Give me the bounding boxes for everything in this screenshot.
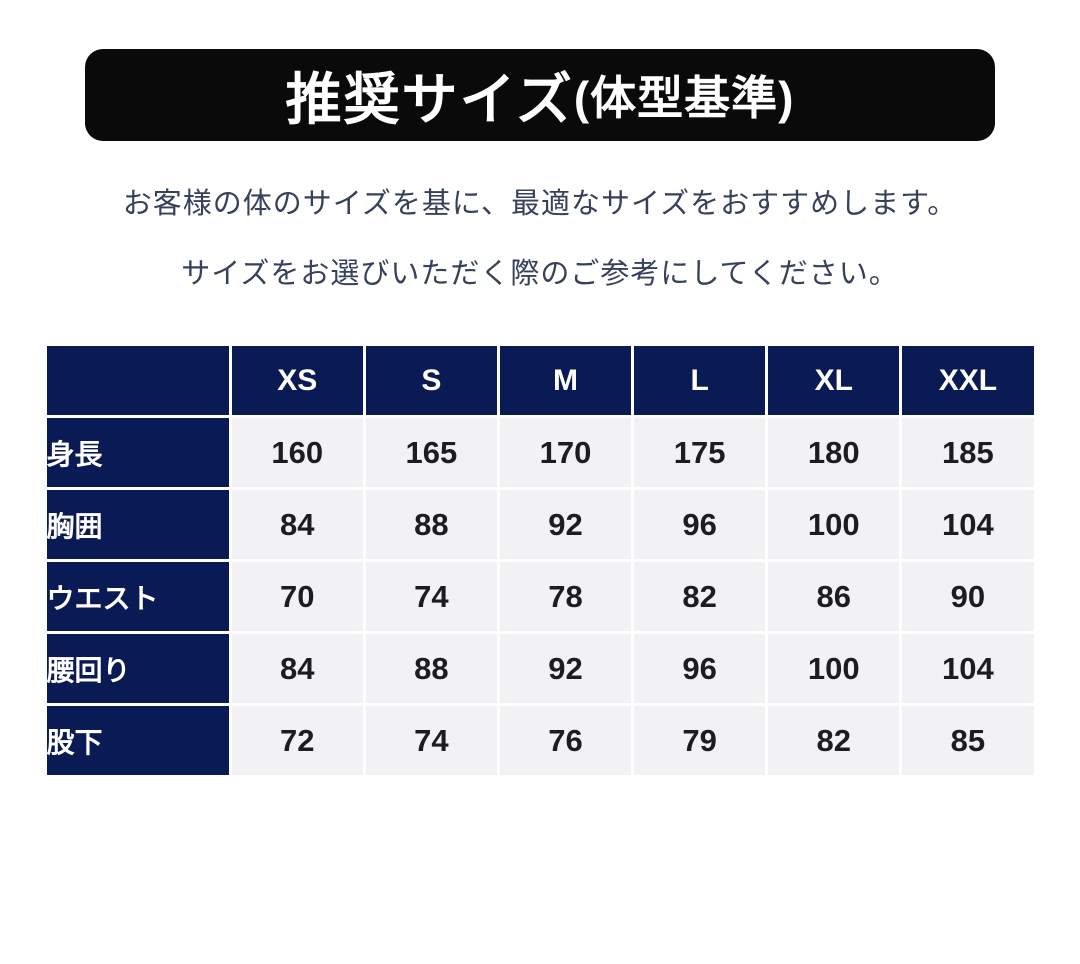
table-cell: 165 <box>365 418 497 487</box>
table-cell: 70 <box>231 562 363 631</box>
table-cell: 72 <box>231 706 363 775</box>
table-cell: 92 <box>499 634 632 703</box>
table-row-hip: 腰回り 84 88 92 96 100 104 <box>46 634 1034 703</box>
table-cell: 76 <box>499 706 632 775</box>
page-title: 推奨サイズ <box>285 67 574 131</box>
table-cell: 82 <box>768 706 900 775</box>
row-label-height: 身長 <box>46 418 229 487</box>
col-header-l: L <box>634 346 766 415</box>
description-line-1: お客様の体のサイズを基に、最適なサイズをおすすめします。 <box>122 188 958 220</box>
size-guide-page: 推奨サイズ (体型基準) お客様の体のサイズを基に、最適なサイズをおすすめします。… <box>0 49 1080 964</box>
table-cell: 86 <box>768 562 900 631</box>
page-title-sub: (体型基準) <box>573 72 795 124</box>
header-row: XS S M L XL XXL <box>46 346 1034 415</box>
table-cell: 104 <box>902 490 1034 559</box>
table-cell: 100 <box>768 634 900 703</box>
table-row-inseam: 股下 72 74 76 79 82 85 <box>46 706 1034 775</box>
table-cell: 92 <box>499 490 632 559</box>
table-cell: 84 <box>231 634 363 703</box>
table-cell: 74 <box>365 562 497 631</box>
table-cell: 74 <box>365 706 497 775</box>
col-header-m: M <box>499 346 632 415</box>
row-label-inseam: 股下 <box>46 706 229 775</box>
title-banner: 推奨サイズ (体型基準) <box>85 49 995 141</box>
table-row-chest: 胸囲 84 88 92 96 100 104 <box>46 490 1034 559</box>
table-cell: 96 <box>634 634 766 703</box>
row-label-waist: ウエスト <box>46 562 229 631</box>
table-cell: 100 <box>768 490 900 559</box>
table-row-height: 身長 160 165 170 175 180 185 <box>46 418 1034 487</box>
table-cell: 180 <box>768 418 900 487</box>
table-cell: 104 <box>902 634 1034 703</box>
row-label-chest: 胸囲 <box>46 490 229 559</box>
size-table: XS S M L XL XXL 身長 160 165 170 175 180 1… <box>44 343 1037 778</box>
table-cell: 88 <box>365 490 497 559</box>
table-cell: 88 <box>365 634 497 703</box>
description-line-2: サイズをお選びいただく際のご参考にしてください。 <box>181 258 899 290</box>
col-header-s: S <box>365 346 497 415</box>
table-cell: 85 <box>902 706 1034 775</box>
table-cell: 175 <box>634 418 766 487</box>
table-cell: 170 <box>499 418 632 487</box>
corner-cell <box>46 346 229 415</box>
table-cell: 96 <box>634 490 766 559</box>
col-header-xs: XS <box>231 346 363 415</box>
table-cell: 90 <box>902 562 1034 631</box>
table-cell: 79 <box>634 706 766 775</box>
table-cell: 84 <box>231 490 363 559</box>
table-cell: 185 <box>902 418 1034 487</box>
table-cell: 82 <box>634 562 766 631</box>
row-label-hip: 腰回り <box>46 634 229 703</box>
table-row-waist: ウエスト 70 74 78 82 86 90 <box>46 562 1034 631</box>
col-header-xxl: XXL <box>902 346 1034 415</box>
table-cell: 78 <box>499 562 632 631</box>
col-header-xl: XL <box>768 346 900 415</box>
table-cell: 160 <box>231 418 363 487</box>
